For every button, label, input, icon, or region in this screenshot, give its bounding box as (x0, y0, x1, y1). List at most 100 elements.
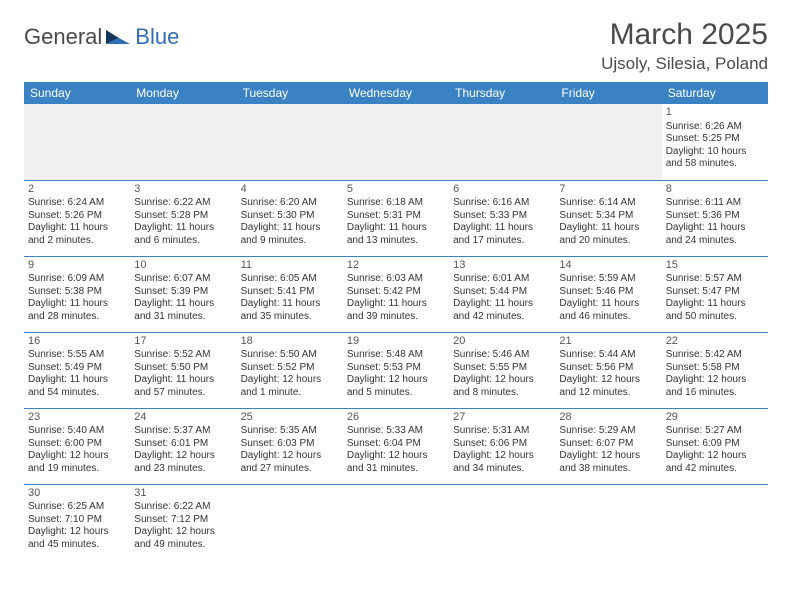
sunrise-text: Sunrise: 6:07 AM (134, 273, 232, 286)
col-wednesday: Wednesday (343, 82, 449, 104)
day-cell (662, 484, 768, 560)
daylight-text: and 8 minutes. (453, 387, 551, 400)
col-sunday: Sunday (24, 82, 130, 104)
day-cell: 26Sunrise: 5:33 AMSunset: 6:04 PMDayligh… (343, 408, 449, 484)
sunrise-text: Sunrise: 6:09 AM (28, 273, 126, 286)
day-number: 13 (453, 259, 551, 273)
daylight-text: Daylight: 12 hours (241, 374, 339, 387)
daylight-text: and 5 minutes. (347, 387, 445, 400)
sunset-text: Sunset: 5:49 PM (28, 362, 126, 375)
daylight-text: and 13 minutes. (347, 235, 445, 248)
daylight-text: Daylight: 11 hours (666, 298, 764, 311)
day-cell: 19Sunrise: 5:48 AMSunset: 5:53 PMDayligh… (343, 332, 449, 408)
daylight-text: and 16 minutes. (666, 387, 764, 400)
day-cell (24, 104, 130, 180)
day-cell: 9Sunrise: 6:09 AMSunset: 5:38 PMDaylight… (24, 256, 130, 332)
sunrise-text: Sunrise: 5:40 AM (28, 425, 126, 438)
sunset-text: Sunset: 6:03 PM (241, 438, 339, 451)
sunrise-text: Sunrise: 5:42 AM (666, 349, 764, 362)
page-header: General Blue March 2025 Ujsoly, Silesia,… (24, 18, 768, 74)
day-number: 10 (134, 259, 232, 273)
sunset-text: Sunset: 7:12 PM (134, 514, 232, 527)
day-cell: 8Sunrise: 6:11 AMSunset: 5:36 PMDaylight… (662, 180, 768, 256)
daylight-text: and 46 minutes. (559, 311, 657, 324)
sunset-text: Sunset: 5:58 PM (666, 362, 764, 375)
sunset-text: Sunset: 6:06 PM (453, 438, 551, 451)
day-cell: 21Sunrise: 5:44 AMSunset: 5:56 PMDayligh… (555, 332, 661, 408)
day-number: 3 (134, 183, 232, 197)
day-number: 27 (453, 411, 551, 425)
day-cell: 22Sunrise: 5:42 AMSunset: 5:58 PMDayligh… (662, 332, 768, 408)
sunset-text: Sunset: 5:56 PM (559, 362, 657, 375)
daylight-text: Daylight: 12 hours (28, 450, 126, 463)
daylight-text: Daylight: 12 hours (241, 450, 339, 463)
sunrise-text: Sunrise: 5:29 AM (559, 425, 657, 438)
day-cell: 1Sunrise: 6:26 AMSunset: 5:25 PMDaylight… (662, 104, 768, 180)
day-number: 15 (666, 259, 764, 273)
sunset-text: Sunset: 5:52 PM (241, 362, 339, 375)
day-number: 28 (559, 411, 657, 425)
sunset-text: Sunset: 5:39 PM (134, 286, 232, 299)
day-cell: 17Sunrise: 5:52 AMSunset: 5:50 PMDayligh… (130, 332, 236, 408)
daylight-text: and 24 minutes. (666, 235, 764, 248)
month-title: March 2025 (601, 18, 768, 52)
daylight-text: and 42 minutes. (666, 463, 764, 476)
sunrise-text: Sunrise: 6:20 AM (241, 197, 339, 210)
sunset-text: Sunset: 5:55 PM (453, 362, 551, 375)
day-number: 23 (28, 411, 126, 425)
day-cell: 27Sunrise: 5:31 AMSunset: 6:06 PMDayligh… (449, 408, 555, 484)
daylight-text: and 57 minutes. (134, 387, 232, 400)
daylight-text: Daylight: 12 hours (134, 450, 232, 463)
day-cell (237, 484, 343, 560)
day-cell: 7Sunrise: 6:14 AMSunset: 5:34 PMDaylight… (555, 180, 661, 256)
daylight-text: Daylight: 11 hours (241, 222, 339, 235)
daylight-text: Daylight: 11 hours (28, 298, 126, 311)
daylight-text: Daylight: 12 hours (666, 374, 764, 387)
day-number: 26 (347, 411, 445, 425)
sunrise-text: Sunrise: 5:50 AM (241, 349, 339, 362)
day-cell: 6Sunrise: 6:16 AMSunset: 5:33 PMDaylight… (449, 180, 555, 256)
day-cell: 2Sunrise: 6:24 AMSunset: 5:26 PMDaylight… (24, 180, 130, 256)
day-number: 6 (453, 183, 551, 197)
day-cell: 20Sunrise: 5:46 AMSunset: 5:55 PMDayligh… (449, 332, 555, 408)
sunset-text: Sunset: 7:10 PM (28, 514, 126, 527)
week-row: 1Sunrise: 6:26 AMSunset: 5:25 PMDaylight… (24, 104, 768, 180)
daylight-text: and 19 minutes. (28, 463, 126, 476)
day-number: 29 (666, 411, 764, 425)
sunrise-text: Sunrise: 5:59 AM (559, 273, 657, 286)
sunrise-text: Sunrise: 5:55 AM (28, 349, 126, 362)
daylight-text: Daylight: 11 hours (28, 374, 126, 387)
day-cell (343, 484, 449, 560)
sunrise-text: Sunrise: 6:26 AM (666, 121, 764, 134)
day-cell (449, 484, 555, 560)
day-cell (555, 484, 661, 560)
week-row: 2Sunrise: 6:24 AMSunset: 5:26 PMDaylight… (24, 180, 768, 256)
day-cell: 16Sunrise: 5:55 AMSunset: 5:49 PMDayligh… (24, 332, 130, 408)
daylight-text: and 54 minutes. (28, 387, 126, 400)
daylight-text: Daylight: 12 hours (453, 374, 551, 387)
day-number: 19 (347, 335, 445, 349)
sunset-text: Sunset: 6:07 PM (559, 438, 657, 451)
daylight-text: Daylight: 11 hours (453, 222, 551, 235)
day-number: 4 (241, 183, 339, 197)
day-number: 8 (666, 183, 764, 197)
daylight-text: Daylight: 12 hours (666, 450, 764, 463)
header-row: Sunday Monday Tuesday Wednesday Thursday… (24, 82, 768, 104)
sunrise-text: Sunrise: 6:18 AM (347, 197, 445, 210)
week-row: 23Sunrise: 5:40 AMSunset: 6:00 PMDayligh… (24, 408, 768, 484)
logo-text-2: Blue (135, 24, 179, 50)
daylight-text: Daylight: 11 hours (28, 222, 126, 235)
sunset-text: Sunset: 5:50 PM (134, 362, 232, 375)
day-cell: 30Sunrise: 6:25 AMSunset: 7:10 PMDayligh… (24, 484, 130, 560)
day-cell: 14Sunrise: 5:59 AMSunset: 5:46 PMDayligh… (555, 256, 661, 332)
sunrise-text: Sunrise: 6:22 AM (134, 501, 232, 514)
daylight-text: and 50 minutes. (666, 311, 764, 324)
day-number: 16 (28, 335, 126, 349)
sunrise-text: Sunrise: 5:52 AM (134, 349, 232, 362)
sunset-text: Sunset: 6:04 PM (347, 438, 445, 451)
daylight-text: Daylight: 11 hours (347, 222, 445, 235)
col-monday: Monday (130, 82, 236, 104)
sunset-text: Sunset: 5:36 PM (666, 210, 764, 223)
logo-text-1: General (24, 24, 102, 50)
day-cell: 12Sunrise: 6:03 AMSunset: 5:42 PMDayligh… (343, 256, 449, 332)
